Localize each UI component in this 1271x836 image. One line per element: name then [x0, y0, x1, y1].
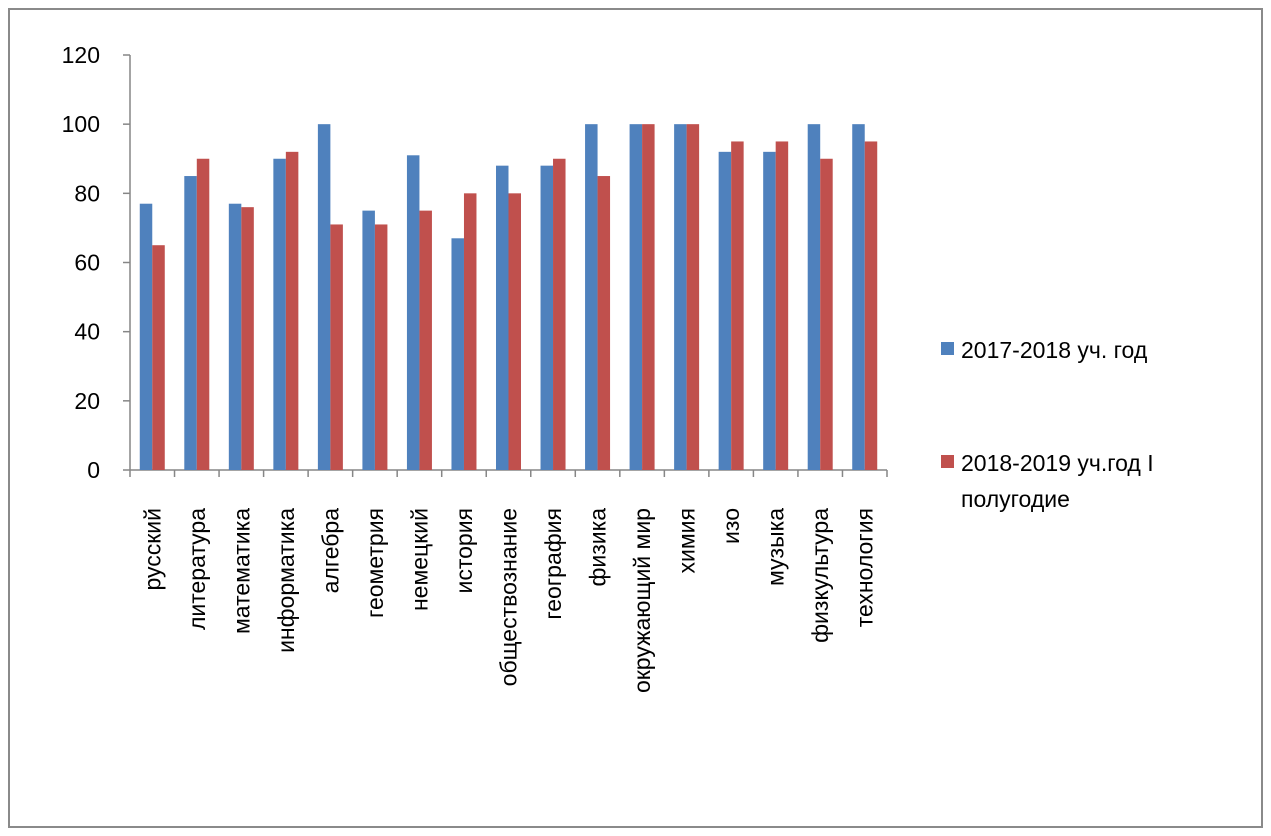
bar-2 [642, 124, 655, 471]
y-tick-label: 120 [62, 42, 100, 68]
x-tick-label: обществознание [496, 508, 522, 686]
bar-1 [317, 124, 331, 471]
bar-2 [597, 176, 611, 470]
bar-1 [451, 238, 464, 470]
bar-1 [362, 210, 375, 470]
x-tick-label: информатика [273, 508, 299, 653]
bar-1 [674, 124, 687, 471]
x-tick-label: русский [139, 508, 165, 591]
legend-swatch-series-1 [941, 342, 954, 355]
bar-2 [196, 158, 210, 470]
y-tick-label: 80 [74, 180, 100, 206]
bar-1 [184, 176, 197, 470]
bar-1 [228, 203, 242, 471]
x-tick-label: немецкий [406, 508, 432, 611]
x-tick-label: физкультура [807, 508, 833, 643]
bar-2 [775, 141, 789, 471]
bar-2 [686, 124, 700, 471]
bar-2 [374, 224, 388, 470]
x-tick-label: математика [228, 508, 254, 634]
legend-swatch-series-2 [941, 455, 954, 468]
legend-label-series-1: 2017-2018 уч. год [961, 337, 1148, 363]
bar-2 [553, 158, 566, 470]
x-tick-label: изо [718, 508, 744, 544]
bar-2 [463, 193, 477, 471]
bar-1 [540, 165, 554, 470]
bar-1 [807, 124, 821, 471]
bar-2 [152, 245, 165, 470]
bar-1 [273, 158, 286, 470]
bar-1 [139, 203, 153, 471]
y-tick-label: 100 [62, 111, 100, 137]
x-tick-label: физика [585, 508, 611, 587]
y-tick-label: 0 [87, 457, 100, 483]
bar-2 [330, 224, 343, 470]
bar-1 [763, 151, 776, 471]
x-tick-label: окружающий мир [629, 508, 655, 693]
x-tick-label: музыка [763, 508, 789, 586]
x-tick-label: литература [184, 508, 210, 630]
x-tick-label: химия [674, 508, 700, 573]
bar-2 [864, 141, 878, 471]
y-tick-label: 40 [74, 319, 100, 345]
plot-area: 0 20 40 60 80 100 120 русский литература математи… [62, 42, 888, 693]
y-tick-label: 20 [74, 388, 100, 414]
x-tick-label: технология [852, 508, 878, 627]
bar-2 [731, 141, 744, 471]
x-tick-label: алгебра [317, 508, 343, 594]
bar-2 [820, 158, 833, 470]
bar-1 [406, 155, 420, 470]
bar-1 [585, 124, 598, 471]
bar-1 [496, 165, 509, 470]
bar-2 [285, 151, 299, 471]
x-tick-label: география [540, 508, 566, 620]
bar-1 [629, 124, 643, 471]
bar-2 [508, 193, 521, 471]
x-tick-label: геометрия [362, 508, 388, 618]
x-tick-label: история [451, 508, 477, 594]
y-tick-label: 60 [74, 250, 100, 276]
bar-2 [241, 207, 254, 470]
bar-2 [419, 210, 432, 470]
bar-1 [852, 124, 865, 471]
bar-1 [718, 151, 732, 471]
